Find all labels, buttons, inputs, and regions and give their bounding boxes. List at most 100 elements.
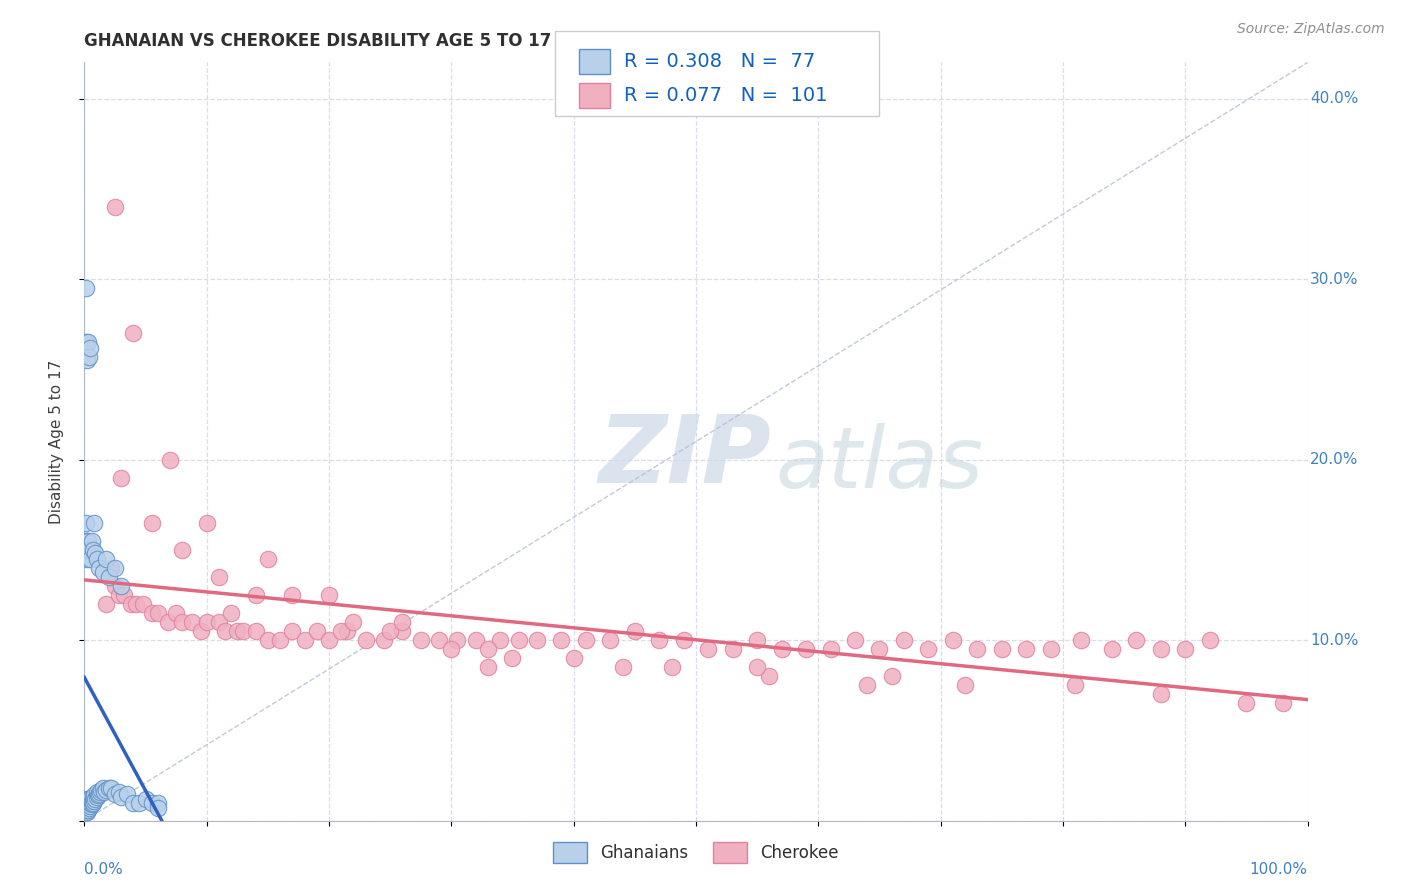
Text: 10.0%: 10.0% bbox=[1310, 632, 1358, 648]
Point bbox=[107, 588, 129, 602]
Point bbox=[86, 785, 108, 799]
Point bbox=[76, 796, 98, 810]
Point bbox=[90, 783, 112, 797]
Point bbox=[294, 633, 316, 648]
Point bbox=[87, 789, 110, 803]
Point bbox=[96, 597, 118, 611]
Point bbox=[380, 624, 402, 639]
Point bbox=[79, 799, 101, 814]
Point bbox=[336, 624, 359, 639]
Point bbox=[76, 792, 98, 806]
Point bbox=[893, 633, 915, 648]
Point bbox=[599, 633, 621, 648]
Point bbox=[446, 633, 468, 648]
Point bbox=[77, 792, 100, 806]
Point bbox=[80, 794, 103, 808]
Point bbox=[77, 801, 100, 815]
Point bbox=[477, 660, 499, 674]
Point bbox=[76, 353, 98, 368]
Point bbox=[1039, 642, 1062, 657]
Point bbox=[77, 335, 100, 350]
Point bbox=[77, 796, 100, 810]
Point bbox=[747, 633, 769, 648]
Point bbox=[172, 542, 194, 557]
Point bbox=[208, 615, 231, 629]
Point bbox=[83, 789, 105, 803]
Point bbox=[122, 326, 145, 341]
Point bbox=[856, 678, 879, 692]
Point bbox=[1272, 696, 1295, 710]
Point bbox=[87, 561, 110, 575]
Point bbox=[880, 669, 903, 683]
Point bbox=[770, 642, 793, 657]
Point bbox=[82, 796, 104, 810]
Point bbox=[721, 642, 744, 657]
Point bbox=[104, 561, 127, 575]
Point bbox=[427, 633, 450, 648]
Point bbox=[269, 633, 291, 648]
Point bbox=[77, 350, 100, 364]
Point bbox=[146, 796, 169, 810]
Point bbox=[747, 660, 769, 674]
Point bbox=[257, 552, 280, 566]
Point bbox=[87, 787, 110, 801]
Point bbox=[77, 542, 100, 557]
Point bbox=[1125, 633, 1147, 648]
Point bbox=[100, 781, 122, 796]
Point bbox=[84, 546, 107, 560]
Point bbox=[122, 796, 145, 810]
Point bbox=[97, 570, 120, 584]
Point bbox=[75, 803, 97, 817]
Point bbox=[83, 516, 105, 530]
Point bbox=[89, 785, 111, 799]
Point bbox=[76, 801, 98, 815]
Point bbox=[508, 633, 530, 648]
Point bbox=[440, 642, 463, 657]
Point bbox=[305, 624, 328, 639]
Point bbox=[758, 669, 780, 683]
Text: R = 0.077   N =  101: R = 0.077 N = 101 bbox=[624, 86, 828, 105]
Point bbox=[409, 633, 432, 648]
Point bbox=[107, 785, 129, 799]
Point bbox=[128, 796, 150, 810]
Point bbox=[104, 200, 127, 214]
Text: 100.0%: 100.0% bbox=[1250, 863, 1308, 878]
Point bbox=[526, 633, 548, 648]
Point bbox=[76, 552, 98, 566]
Point bbox=[104, 787, 127, 801]
Point bbox=[1064, 678, 1087, 692]
Point bbox=[318, 633, 340, 648]
Point bbox=[869, 642, 891, 657]
Point bbox=[181, 615, 204, 629]
Point bbox=[257, 633, 280, 648]
Point bbox=[1101, 642, 1123, 657]
Point bbox=[76, 533, 98, 548]
Point bbox=[1015, 642, 1038, 657]
Point bbox=[132, 597, 155, 611]
Point bbox=[75, 801, 97, 815]
Point bbox=[82, 790, 104, 805]
Point bbox=[75, 797, 97, 812]
Point bbox=[318, 588, 340, 602]
Point bbox=[80, 533, 103, 548]
Point bbox=[146, 606, 169, 620]
Text: 30.0%: 30.0% bbox=[1310, 271, 1358, 286]
Point bbox=[104, 579, 127, 593]
Point bbox=[281, 624, 304, 639]
Point bbox=[354, 633, 377, 648]
Point bbox=[120, 597, 142, 611]
Point bbox=[219, 606, 242, 620]
Point bbox=[77, 794, 100, 808]
Point bbox=[1070, 633, 1092, 648]
Point bbox=[75, 799, 97, 814]
Point bbox=[697, 642, 720, 657]
Text: 40.0%: 40.0% bbox=[1310, 91, 1358, 106]
Point bbox=[966, 642, 988, 657]
Point bbox=[79, 792, 101, 806]
Text: 20.0%: 20.0% bbox=[1310, 452, 1358, 467]
Point bbox=[75, 805, 97, 819]
Point bbox=[135, 792, 157, 806]
Point bbox=[75, 516, 97, 530]
Point bbox=[79, 552, 101, 566]
Point bbox=[1150, 687, 1173, 701]
